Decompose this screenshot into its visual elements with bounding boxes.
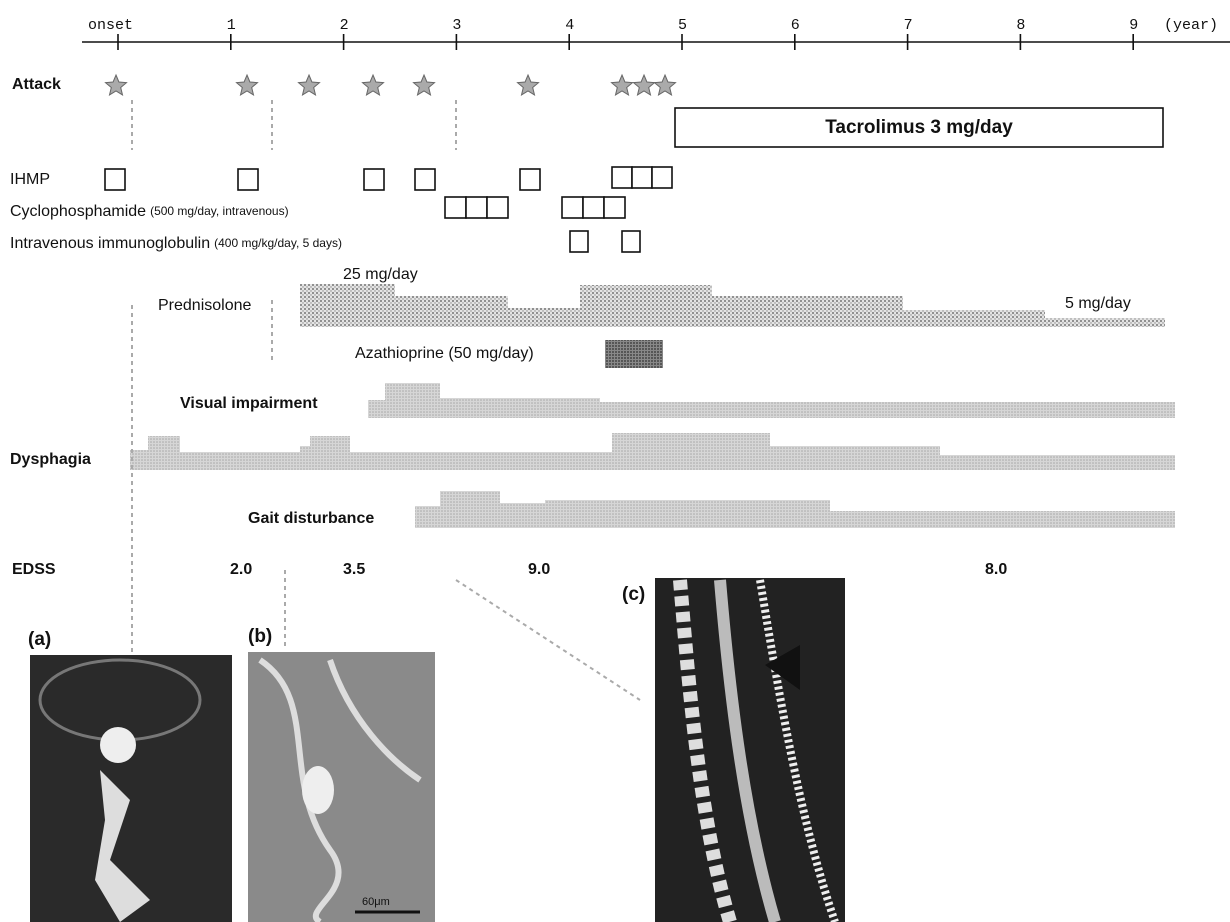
treatment-box: [570, 231, 588, 252]
panel-label: (b): [248, 626, 272, 647]
panel-label: (c): [622, 584, 645, 605]
drug-name: Cyclophosphamide: [10, 203, 146, 220]
treatment-box: [652, 167, 672, 188]
attack-star: [237, 75, 258, 95]
attack-star: [363, 75, 384, 95]
symptom-band: [130, 433, 1175, 470]
attack-star: [518, 75, 539, 95]
row-label: Cyclophosphamide (500 mg/day, intravenous…: [10, 203, 289, 220]
panel-label: (a): [28, 629, 51, 650]
tick-label: 5: [678, 17, 687, 34]
attack-star: [655, 75, 676, 95]
treatment-box: [632, 167, 652, 188]
row-label: Prednisolone: [158, 297, 252, 314]
treatment-box: [238, 169, 258, 190]
treatment-box: [604, 197, 625, 218]
tick-label: 1: [227, 17, 236, 34]
tick-label: 8: [1016, 17, 1025, 34]
treatment-box: [466, 197, 487, 218]
tick-label: 2: [340, 17, 349, 34]
treatment-box: [583, 197, 604, 218]
edss-score: 2.0: [230, 561, 252, 578]
attack-star: [106, 75, 127, 95]
image-detail: [100, 727, 136, 763]
row-label: Azathioprine (50 mg/day): [355, 345, 534, 362]
symptom-label: Visual impairment: [180, 395, 318, 412]
attack-star: [634, 75, 655, 95]
tacrolimus-label: Tacrolimus 3 mg/day: [825, 117, 1013, 138]
azathioprine-bar: [605, 340, 663, 368]
image-detail: [302, 766, 334, 814]
drug-name: Intravenous immunoglobulin: [10, 235, 210, 252]
tick-label: onset: [88, 17, 133, 34]
treatment-box: [105, 169, 125, 190]
axis-ticks: onset 1 2 3 4 5 6 7 8 9: [88, 17, 1138, 50]
edss-score: 3.5: [343, 561, 365, 578]
row-label: IHMP: [10, 171, 50, 188]
row-label: EDSS: [12, 561, 56, 578]
symptom-label: Dysphagia: [10, 451, 91, 468]
attack-star: [299, 75, 320, 95]
attack-star: [414, 75, 435, 95]
attack-star: [612, 75, 633, 95]
tick-label: 4: [565, 17, 574, 34]
tick-label: 7: [904, 17, 913, 34]
dose-label: 5 mg/day: [1065, 295, 1131, 312]
edss-score: 9.0: [528, 561, 550, 578]
row-label: Intravenous immunoglobulin (400 mg/kg/day…: [10, 235, 342, 252]
edss-score: 8.0: [985, 561, 1007, 578]
scale-label: 60μm: [362, 896, 390, 908]
row-label: Attack: [12, 76, 61, 93]
drug-detail: (500 mg/day, intravenous): [150, 204, 289, 218]
tick-label: 3: [452, 17, 461, 34]
tick-label: 9: [1129, 17, 1138, 34]
treatment-box: [622, 231, 640, 252]
treatment-box: [445, 197, 466, 218]
treatment-box: [415, 169, 435, 190]
treatment-box: [520, 169, 540, 190]
treatment-box: [612, 167, 632, 188]
symptom-band: [415, 491, 1175, 528]
prednisolone-band: [300, 284, 1165, 327]
timeline-figure: onset 1 2 3 4 5 6 7 8 9 (year) Attack Tacrolimus …: [0, 0, 1230, 922]
treatment-box: [487, 197, 508, 218]
treatment-box: [562, 197, 583, 218]
attacks: [106, 75, 676, 95]
symptom-band: [368, 383, 1175, 418]
symptom-label: Gait disturbance: [248, 510, 374, 527]
tick-label: 6: [791, 17, 800, 34]
axis-unit: (year): [1164, 17, 1218, 34]
treatment-box: [364, 169, 384, 190]
dose-label: 25 mg/day: [343, 266, 418, 283]
drug-detail: (400 mg/kg/day, 5 days): [214, 236, 342, 250]
